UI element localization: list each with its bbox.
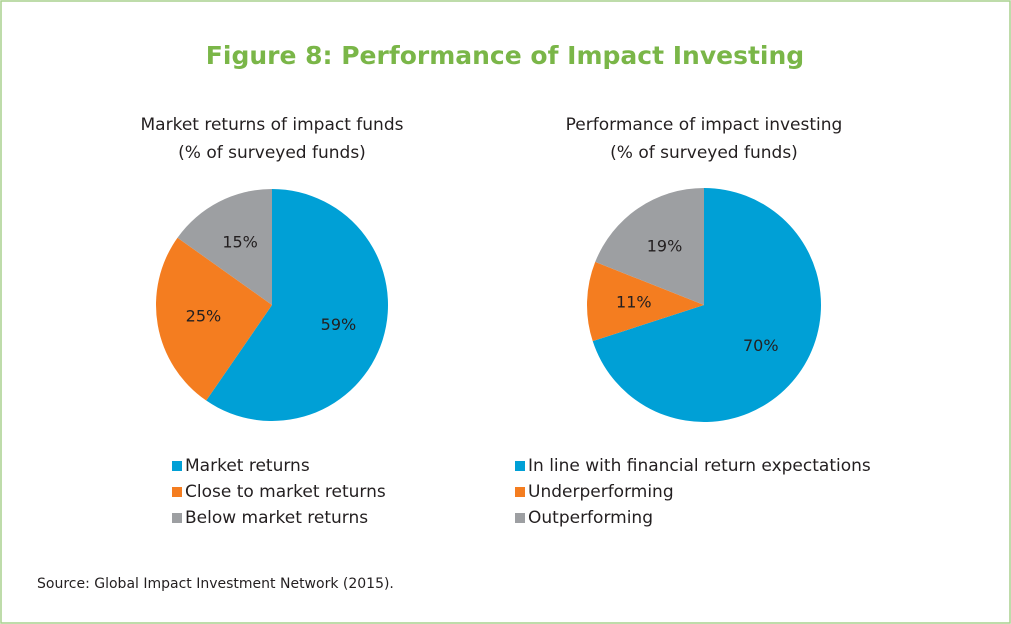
- pie-slice: [586, 261, 704, 342]
- pie-slice: [156, 237, 272, 401]
- pie-subtitle: (% of surveyed funds): [610, 143, 798, 163]
- legend-swatch: [172, 487, 182, 497]
- figure-title: Figure 8: Performance of Impact Investin…: [206, 41, 804, 70]
- slice-label: 11%: [616, 292, 652, 311]
- slice-label: 15%: [222, 233, 258, 252]
- slice-label: 19%: [647, 236, 683, 255]
- pie-slice: [177, 189, 272, 305]
- legend-swatch: [515, 513, 525, 523]
- legend-swatch: [515, 461, 525, 471]
- legend-label: Below market returns: [185, 508, 368, 528]
- legend-label: Close to market returns: [185, 482, 386, 502]
- slice-label: 59%: [321, 315, 357, 334]
- legend-label: Outperforming: [528, 508, 653, 528]
- pie-slice: [206, 189, 388, 421]
- legend-label: Market returns: [185, 456, 310, 476]
- slice-label: 70%: [743, 336, 779, 355]
- pie-subtitle: (% of surveyed funds): [178, 143, 366, 163]
- source: Source: Global Impact Investment Network…: [37, 576, 394, 592]
- pie-slice: [595, 188, 704, 305]
- legend-label: In line with financial return expectatio…: [528, 456, 871, 476]
- pie-slice: [592, 188, 821, 423]
- legend-swatch: [515, 487, 525, 497]
- legend-swatch: [172, 513, 182, 523]
- legend-label: Underperforming: [528, 482, 674, 502]
- pie-title: Performance of impact investing: [566, 115, 843, 135]
- pie-title: Market returns of impact funds: [141, 115, 404, 135]
- legend-swatch: [172, 461, 182, 471]
- slice-label: 25%: [186, 307, 222, 326]
